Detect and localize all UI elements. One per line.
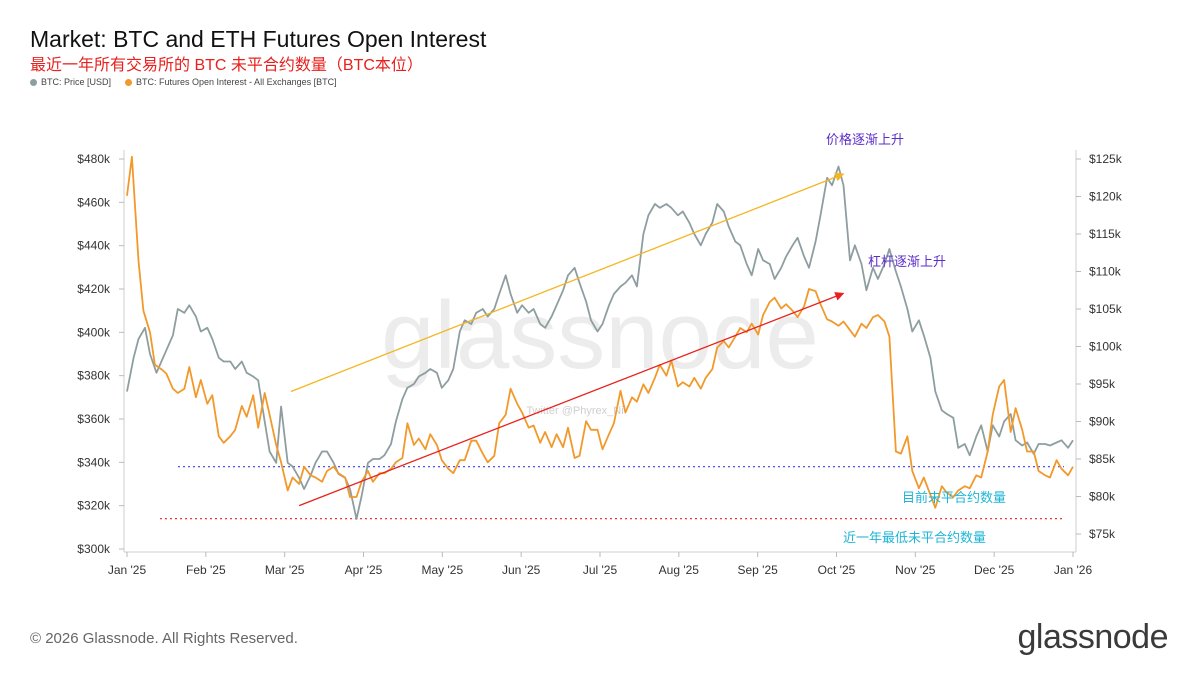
left-tick-label: $480k [77, 152, 111, 166]
legend-oi-dot [125, 78, 133, 86]
left-tick-label: $300k [77, 542, 111, 556]
glassnode-logo: glassnode [1017, 618, 1168, 656]
annotation-current-oi: 目前未平合约数量 [902, 490, 1006, 506]
left-tick-label: $360k [77, 412, 111, 426]
right-tick-label: $110k [1089, 265, 1122, 279]
btc-price-line [126, 165, 1074, 520]
right-tick-label: $80k [1089, 490, 1116, 504]
copyright-text: © 2026 Glassnode. All Rights Reserved. [30, 630, 298, 647]
left-tick-label: $440k [77, 239, 111, 253]
page-subtitle: 最近一年所有交易所的 BTC 未平合约数量（BTC本位） [30, 57, 423, 74]
watermark-text: glassnode [381, 282, 819, 389]
legend-item-price[interactable]: BTC: Price [USD] [30, 77, 111, 87]
legend-price-dot [30, 78, 37, 86]
right-tick-label: $115k [1089, 227, 1122, 241]
right-tick-label: $100k [1089, 340, 1123, 354]
right-tick-label: $95k [1089, 377, 1116, 391]
legend-item-open-interest[interactable]: BTC: Futures Open Interest - All Exchang… [125, 77, 337, 87]
x-tick-label: Mar '25 [265, 563, 305, 577]
left-tick-label: $340k [77, 455, 111, 469]
annotation-leverage-rising: 杠杆逐渐上升 [868, 254, 946, 270]
right-tick-label: $90k [1089, 415, 1116, 429]
left-tick-label: $400k [77, 325, 111, 339]
price-trend-arrow [290, 172, 845, 393]
x-tick-label: Jan '25 [108, 563, 147, 577]
left-tick-label: $460k [77, 195, 111, 209]
x-tick-label: Apr '25 [345, 563, 383, 577]
right-tick-label: $105k [1089, 302, 1123, 316]
legend-oi-label: BTC: Futures Open Interest - All Exchang… [136, 77, 337, 87]
right-tick-label: $120k [1089, 190, 1123, 204]
x-tick-label: Oct '25 [818, 563, 856, 577]
annotation-price-rising: 价格逐渐上升 [826, 132, 904, 148]
left-tick-label: $320k [77, 499, 111, 513]
x-tick-label: Sep '25 [738, 563, 779, 577]
x-tick-label: Nov '25 [895, 563, 936, 577]
page-title: Market: BTC and ETH Futures Open Interes… [30, 26, 487, 52]
open-interest-line [126, 155, 1074, 509]
x-tick-label: Jul '25 [583, 563, 618, 577]
left-tick-label: $420k [77, 282, 111, 296]
annotation-lowest-oi: 近一年最低未平合约数量 [843, 531, 986, 546]
leverage-trend-arrow [298, 292, 845, 507]
x-tick-label: May '25 [422, 563, 464, 577]
right-tick-label: $75k [1089, 527, 1116, 541]
x-tick-label: Jan '26 [1054, 563, 1093, 577]
right-tick-label: $125k [1089, 152, 1123, 166]
x-tick-label: Jun '25 [502, 563, 541, 577]
right-tick-label: $85k [1089, 452, 1116, 466]
x-tick-label: Feb '25 [186, 563, 226, 577]
x-tick-label: Aug '25 [659, 563, 700, 577]
legend-price-label: BTC: Price [USD] [41, 77, 112, 87]
chart-legend: BTC: Price [USD] BTC: Futures Open Inter… [30, 77, 337, 87]
x-tick-label: Dec '25 [974, 563, 1015, 577]
left-tick-label: $380k [77, 369, 111, 383]
